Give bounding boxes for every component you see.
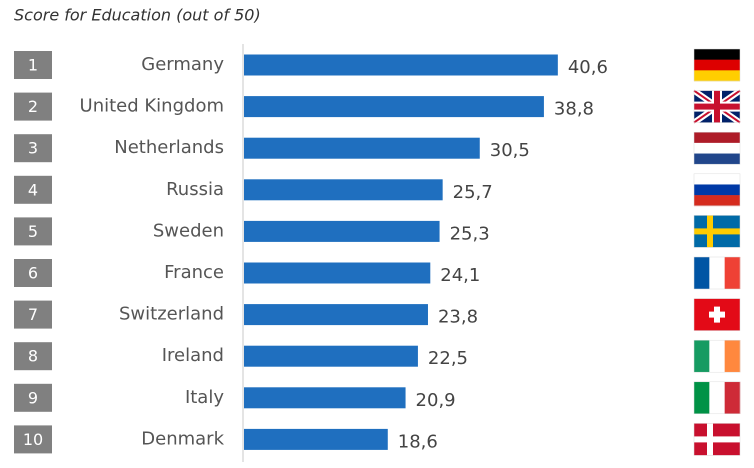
rank-label: 2 — [28, 97, 38, 116]
country-label: Russia — [166, 179, 224, 200]
chart-title: Score for Education (out of 50) — [14, 6, 261, 25]
value-label: 23,8 — [438, 307, 478, 328]
country-label: Germany — [141, 54, 224, 75]
rank-box — [14, 425, 52, 454]
bar — [244, 262, 431, 284]
rank-label: 8 — [28, 347, 38, 366]
bar — [244, 428, 388, 450]
flag — [693, 381, 741, 415]
bar — [244, 96, 544, 118]
flag-part — [694, 184, 740, 196]
rank-box — [14, 51, 52, 79]
value-label: 40,6 — [568, 57, 608, 78]
rank-box — [14, 134, 52, 163]
bar — [244, 387, 406, 409]
country-label: France — [164, 262, 224, 283]
flag-part — [694, 70, 740, 82]
bar — [244, 137, 480, 159]
flag — [693, 298, 741, 331]
rank-label: 1 — [28, 56, 38, 75]
bar — [244, 304, 428, 326]
country-label: Ireland — [162, 345, 224, 366]
flag-part — [694, 340, 710, 373]
flag-part — [694, 436, 740, 443]
flag-part — [694, 257, 710, 289]
flag-border — [693, 90, 741, 123]
value-label: 25,7 — [453, 182, 493, 203]
flag-border — [693, 298, 741, 331]
value-label: 38,8 — [554, 99, 594, 120]
bar — [244, 345, 418, 367]
flag-part — [694, 49, 740, 60]
flag-part — [709, 381, 725, 414]
bar — [244, 179, 443, 201]
rank-box — [14, 259, 52, 287]
rank-box — [14, 383, 52, 412]
flag-part — [724, 381, 741, 414]
value-label: 25,3 — [450, 223, 490, 244]
value-label: 20,9 — [416, 390, 456, 411]
flag-part — [694, 132, 740, 144]
country-label: Italy — [185, 387, 224, 408]
flag-part — [709, 257, 725, 289]
rank-box — [14, 342, 52, 371]
country-label: Denmark — [141, 428, 224, 449]
rank-box — [14, 175, 52, 204]
flag — [692, 88, 742, 126]
rank-box — [14, 300, 52, 329]
value-label: 18,6 — [398, 431, 438, 452]
flag-border — [693, 131, 741, 165]
flag-part — [694, 173, 740, 185]
flag-border — [693, 423, 741, 456]
flag-part — [694, 153, 740, 165]
flag — [693, 339, 741, 373]
flag-border — [693, 173, 741, 207]
rank-label: 6 — [28, 264, 38, 283]
flag — [693, 215, 741, 248]
rank-label: 4 — [28, 180, 38, 199]
flag-part — [694, 59, 740, 71]
flag-part — [724, 257, 741, 289]
rank-box — [14, 92, 52, 121]
flag-part — [694, 228, 740, 235]
flag-border — [693, 256, 741, 290]
flag-border — [693, 48, 741, 82]
rank-label: 10 — [23, 430, 43, 449]
flag-part — [724, 340, 741, 373]
flag-part — [694, 381, 710, 414]
flag — [693, 423, 741, 456]
flag — [693, 256, 741, 290]
value-label: 24,1 — [440, 265, 480, 286]
country-label: Netherlands — [114, 137, 224, 158]
rank-label: 5 — [28, 222, 38, 241]
value-label: 30,5 — [490, 140, 530, 161]
rank-label: 7 — [28, 305, 38, 324]
bar — [244, 54, 558, 76]
rank-label: 3 — [28, 139, 38, 158]
country-label: Switzerland — [119, 304, 224, 325]
flag — [693, 131, 741, 165]
flag-part — [709, 340, 725, 373]
flag-part — [694, 103, 740, 110]
flag — [693, 173, 741, 207]
flag-border — [693, 215, 741, 248]
flag-part — [694, 142, 740, 154]
rank-box — [14, 217, 52, 246]
country-label: Sweden — [153, 220, 224, 241]
flag-part — [709, 311, 725, 318]
rank-label: 9 — [28, 388, 38, 407]
flag-part — [694, 195, 740, 207]
flag — [693, 48, 741, 82]
bar — [244, 220, 440, 242]
flag-border — [693, 381, 741, 415]
flag-border — [693, 339, 741, 373]
country-label: United Kingdom — [80, 96, 224, 117]
value-label: 22,5 — [428, 348, 468, 369]
